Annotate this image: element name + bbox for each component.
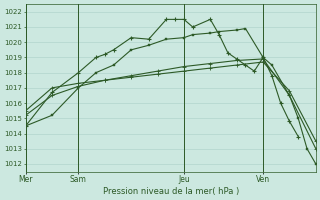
X-axis label: Pression niveau de la mer( hPa ): Pression niveau de la mer( hPa ) <box>103 187 239 196</box>
